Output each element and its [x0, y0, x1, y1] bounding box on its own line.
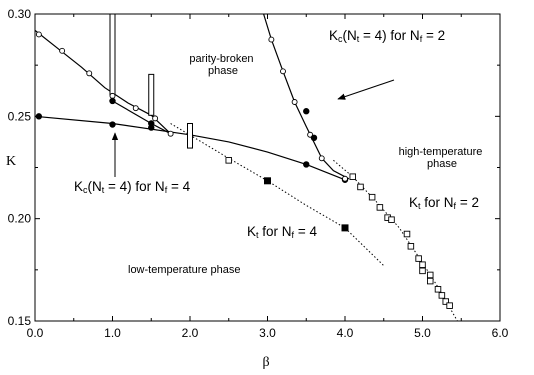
error-bar-1 — [109, 13, 116, 96]
series-2-point — [303, 161, 310, 168]
arrow-kc-nf2 — [337, 79, 395, 100]
axis-tick-labels: 0.0 1.0 2.0 3.0 4.0 5.0 6.0 0.15 0.20 0.25 0.30 — [8, 7, 509, 340]
series-5-point — [341, 224, 349, 232]
series-1-point — [152, 115, 159, 122]
kc-nf2-rest: (N — [343, 28, 357, 43]
series-3-point — [268, 36, 275, 43]
kc-nf2-f: f — [420, 34, 423, 44]
kc-nf2-t: t — [357, 34, 360, 44]
series-6-point — [376, 204, 384, 211]
series-6-point — [427, 271, 434, 279]
annotation-parity-broken: parity-broken phase — [189, 53, 256, 77]
x-tick-label: 3.0 — [259, 326, 276, 340]
series-6-point — [415, 255, 422, 262]
x-tick-label: 2.0 — [182, 326, 199, 340]
series-6-point — [403, 230, 411, 238]
kc-nf4-eq: = 4) for N — [104, 179, 164, 194]
series-1-point — [59, 47, 66, 54]
series-4-line — [112, 100, 171, 135]
x-axis-label: β — [262, 355, 269, 370]
series-6-point — [438, 292, 446, 299]
kt-nf2-t: t — [418, 201, 421, 211]
kt-nf2-mid: for N — [421, 195, 454, 210]
error-bar-2 — [148, 73, 155, 116]
y-axis-label: K — [6, 154, 16, 169]
kt-nf2-f: f — [454, 201, 457, 211]
series-1-point — [86, 70, 93, 77]
kc-nf2-val: = 2 — [422, 28, 445, 43]
series-3-point — [280, 68, 286, 75]
annotation-kt-nf4: Kt for Nf = 4 — [247, 224, 317, 240]
series-3-line — [263, 13, 350, 180]
series-4-point — [310, 134, 318, 142]
axis-ticks — [34, 13, 501, 322]
series-3-point — [318, 155, 325, 162]
series-6-point — [368, 193, 376, 201]
kt-nf2-val: = 2 — [456, 195, 479, 210]
series-4-point — [109, 97, 116, 105]
series-1-point — [35, 31, 42, 38]
series-4-point — [303, 108, 310, 115]
kt-nf2-k: K — [409, 195, 418, 210]
y-tick-label: 0.25 — [8, 109, 32, 123]
series-6-point — [349, 173, 357, 180]
series-6-point — [225, 157, 232, 164]
series-1-point — [132, 105, 139, 112]
kc-nf2-eq: = 4) for N — [359, 28, 419, 43]
kc-nf4-k: K — [74, 179, 83, 194]
series-4-point — [148, 120, 155, 127]
annotation-kt-nf2: Kt for Nf = 2 — [409, 195, 479, 211]
x-tick-label: 4.0 — [337, 326, 354, 340]
x-tick-label: 0.0 — [27, 326, 44, 340]
annotation-kc-nf2: Kc(Nt = 4) for Nf = 2 — [329, 28, 445, 44]
annotation-parity-broken-line1: parity-broken — [189, 53, 253, 65]
data-markers — [35, 31, 453, 309]
annotation-high-temperature-line1: high-temperature — [399, 146, 483, 158]
y-tick-label: 0.15 — [8, 314, 32, 328]
kc-nf4-t: t — [102, 185, 105, 195]
kt-nf4-k: K — [247, 224, 256, 239]
series-2-point — [35, 113, 43, 120]
kt-nf4-t: t — [256, 230, 259, 240]
series-6-point — [419, 267, 426, 275]
annotation-low-temperature: low-temperature phase — [128, 264, 241, 276]
series-6-point — [442, 298, 450, 305]
kc-nf4-f: f — [165, 185, 168, 195]
x-tick-label: 5.0 — [414, 326, 431, 340]
error-bar-3 — [187, 122, 193, 149]
x-tick-label: 1.0 — [104, 326, 121, 340]
x-tick-label: 6.0 — [492, 326, 509, 340]
series-6-point — [446, 302, 453, 309]
kt-nf4-mid: for N — [259, 224, 292, 239]
kt-nf4-val: = 4 — [294, 224, 317, 239]
series-6-point — [407, 243, 415, 250]
kc-nf2-k: K — [329, 28, 338, 43]
series-3-point — [291, 99, 298, 105]
series-3-point — [342, 175, 348, 182]
series-5-line — [170, 123, 385, 267]
kt-nf4-f: f — [292, 230, 295, 240]
series-1-point — [167, 130, 174, 137]
y-tick-label: 0.20 — [8, 212, 32, 226]
annotation-high-temperature-line2: phase — [427, 158, 457, 170]
y-tick-label: 0.30 — [8, 7, 32, 21]
series-6-point — [434, 286, 442, 293]
series-6-point — [357, 183, 364, 191]
series-6-point — [419, 261, 426, 268]
kc-nf4-rest: (N — [88, 179, 102, 194]
annotation-high-temperature: high-temperature phase — [399, 146, 486, 170]
series-6-point — [427, 277, 434, 285]
series-2-point — [109, 121, 116, 128]
annotation-parity-broken-line2: phase — [208, 65, 238, 77]
series-1-point — [109, 92, 116, 99]
annotation-kc-nf4: Kc(Nt = 4) for Nf = 4 — [74, 179, 191, 195]
series-5-point — [264, 177, 271, 185]
kc-nf4-c: c — [83, 185, 88, 195]
kc-nf2-c: c — [338, 34, 343, 44]
kc-nf4-val: = 4 — [167, 179, 190, 194]
series-6-point — [388, 216, 395, 223]
